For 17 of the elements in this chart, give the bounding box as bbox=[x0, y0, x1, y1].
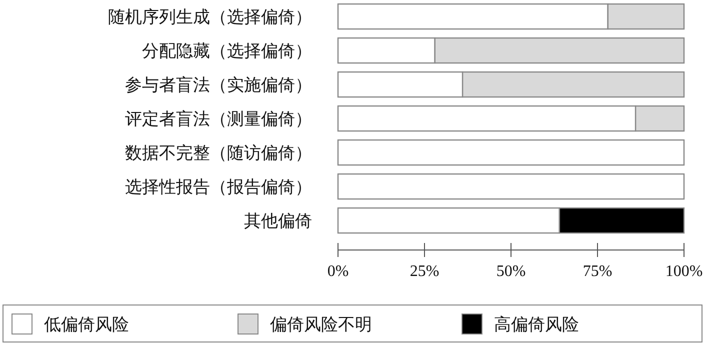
y-tick-label: 分配隐藏（选择偏倚） bbox=[142, 42, 312, 60]
legend-label: 低偏倚风险 bbox=[44, 315, 129, 334]
y-tick-label: 评定者盲法（测量偏倚） bbox=[125, 110, 312, 128]
bar bbox=[337, 173, 685, 200]
x-tick-label: 75% bbox=[582, 263, 612, 280]
y-tick-label: 数据不完整（随访偏倚） bbox=[125, 144, 312, 162]
legend-label: 偏倚风险不明 bbox=[270, 315, 372, 334]
y-tick-label: 选择性报告（报告偏倚） bbox=[125, 178, 312, 196]
x-tick-label: 50% bbox=[496, 263, 526, 280]
x-tick-label: 25% bbox=[410, 263, 440, 280]
x-tick-label: 100% bbox=[665, 263, 703, 280]
y-tick-label: 随机序列生成（选择偏倚） bbox=[108, 8, 312, 26]
legend-label: 高偏倚风险 bbox=[494, 315, 579, 334]
bar bbox=[337, 139, 685, 166]
y-tick-label: 参与者盲法（实施偏倚） bbox=[125, 76, 312, 94]
x-tick-label: 0% bbox=[327, 263, 349, 280]
y-tick-label: 其他偏倚 bbox=[244, 212, 312, 230]
